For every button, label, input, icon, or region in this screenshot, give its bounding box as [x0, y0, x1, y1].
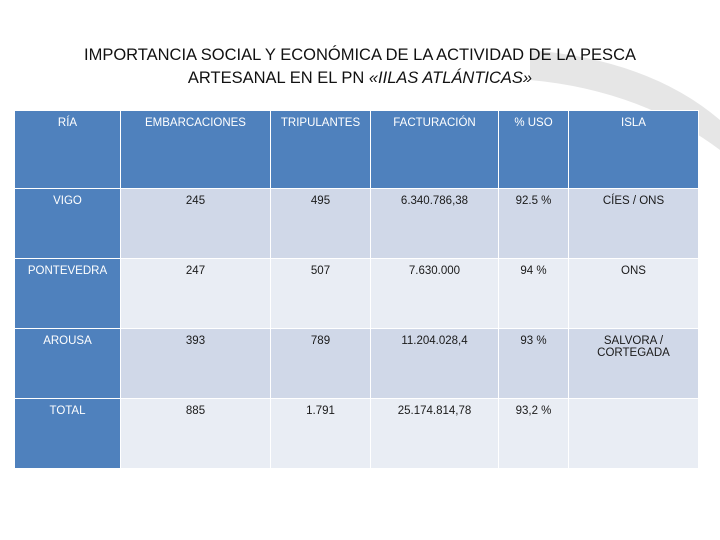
table-cell: ONS — [568, 258, 699, 329]
table-cell: SALVORA / CORTEGADA — [568, 328, 699, 399]
title-line-1: IMPORTANCIA SOCIAL Y ECONÓMICA DE LA ACT… — [83, 46, 636, 64]
header-facturacion: FACTURACIÓN — [370, 110, 499, 189]
table-cell: 789 — [270, 328, 371, 399]
table-row: PONTEVEDRA 247 507 7.630.000 94 % ONS — [14, 258, 699, 329]
table-header-row: RÍA EMBARCACIONES TRIPULANTES FACTURACIÓ… — [14, 110, 699, 189]
fishing-table: RÍA EMBARCACIONES TRIPULANTES FACTURACIÓ… — [14, 110, 699, 469]
table-cell: 507 — [270, 258, 371, 329]
table-cell: 94 % — [498, 258, 569, 329]
table-row: AROUSA 393 789 11.204.028,4 93 % SALVORA… — [14, 328, 699, 399]
header-tripulantes: TRIPULANTES — [270, 110, 371, 189]
row-label: PONTEVEDRA — [14, 258, 121, 329]
table-cell: 1.791 — [270, 398, 371, 469]
title-line-2-italic: «IILAS ATLÁNTICAS» — [368, 69, 533, 87]
table-row: VIGO 245 495 6.340.786,38 92.5 % CÍES / … — [14, 188, 699, 259]
table-cell: 93 % — [498, 328, 569, 399]
table-cell: CÍES / ONS — [568, 188, 699, 259]
table-cell: 6.340.786,38 — [370, 188, 499, 259]
row-label: VIGO — [14, 188, 121, 259]
header-ria: RÍA — [14, 110, 121, 189]
header-isla: ISLA — [568, 110, 699, 189]
header-embarcaciones: EMBARCACIONES — [120, 110, 271, 189]
table-cell: 7.630.000 — [370, 258, 499, 329]
row-label: AROUSA — [14, 328, 121, 399]
title-line-2: ARTESANAL EN EL PN «IILAS ATLÁNTICAS» — [40, 67, 680, 90]
table-cell: 93,2 % — [498, 398, 569, 469]
title-line-2-text: ARTESANAL EN EL PN — [187, 69, 369, 87]
table-cell: 247 — [120, 258, 271, 329]
row-label: TOTAL — [14, 398, 121, 469]
table-row: TOTAL 885 1.791 25.174.814,78 93,2 % — [14, 398, 699, 469]
table-cell: 25.174.814,78 — [370, 398, 499, 469]
table-cell: 92.5 % — [498, 188, 569, 259]
table-cell — [568, 398, 699, 469]
header-uso: % USO — [498, 110, 569, 189]
table-cell: 245 — [120, 188, 271, 259]
table-cell: 885 — [120, 398, 271, 469]
table-cell: 11.204.028,4 — [370, 328, 499, 399]
table-cell: 393 — [120, 328, 271, 399]
page-title: IMPORTANCIA SOCIAL Y ECONÓMICA DE LA ACT… — [40, 44, 680, 90]
table-cell: 495 — [270, 188, 371, 259]
